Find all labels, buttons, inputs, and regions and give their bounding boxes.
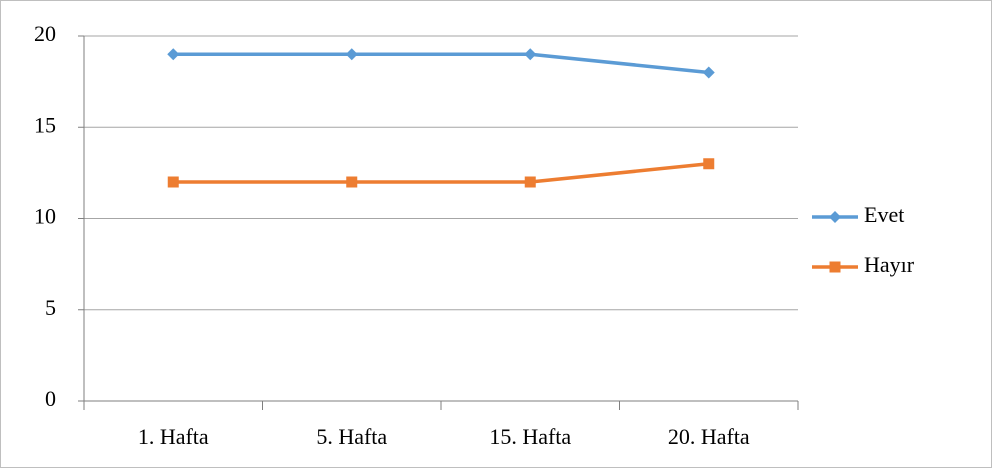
legend-marker	[829, 211, 841, 223]
marker	[167, 48, 180, 61]
legend-label: Evet	[864, 202, 904, 227]
y-tick-label: 10	[34, 204, 56, 229]
y-tick-label: 20	[34, 21, 56, 46]
series-line	[173, 162, 709, 184]
marker	[702, 66, 715, 79]
x-tick-label: 1. Hafta	[138, 424, 209, 449]
x-tick-label: 20. Hafta	[668, 424, 750, 449]
series-line	[173, 52, 709, 75]
legend-label: Hayır	[864, 252, 915, 277]
marker	[167, 176, 179, 188]
y-tick-label: 15	[34, 112, 56, 137]
y-tick-label: 5	[45, 295, 56, 320]
x-tick-label: 15. Hafta	[489, 424, 571, 449]
marker	[345, 48, 358, 61]
marker	[524, 176, 536, 188]
marker	[524, 48, 537, 61]
legend-marker	[829, 261, 841, 273]
x-tick-label: 5. Hafta	[316, 424, 387, 449]
marker	[346, 176, 358, 188]
y-tick-label: 0	[45, 386, 56, 411]
marker	[703, 158, 715, 170]
